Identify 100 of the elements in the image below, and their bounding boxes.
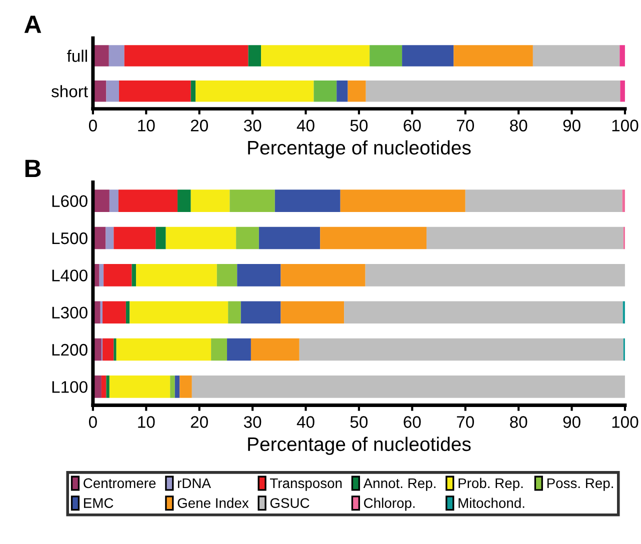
bar (108, 45, 124, 66)
bar (228, 301, 241, 324)
bar (211, 338, 228, 361)
bar (402, 45, 454, 66)
x-tick-label: 100 (612, 120, 638, 132)
bar (114, 226, 156, 250)
bar (370, 45, 402, 66)
y-tick-label: L100 (52, 381, 88, 393)
x-tick-label: 90 (563, 416, 580, 428)
bar (118, 190, 178, 212)
x-tick-label: 70 (456, 416, 474, 428)
bar (106, 376, 110, 398)
bar (106, 226, 114, 250)
bar (101, 376, 106, 398)
bar (192, 376, 625, 398)
x-tick-label: 30 (244, 120, 262, 132)
bar (336, 80, 348, 102)
bar (99, 264, 104, 286)
bar (196, 80, 314, 102)
y-tick-label: L200 (52, 344, 88, 356)
bar (102, 338, 114, 361)
x-tick-label: 20 (190, 416, 208, 428)
legend-label: Prob. Rep. (458, 478, 523, 491)
legend-label: Mitochond. (458, 498, 524, 508)
bar (102, 301, 126, 324)
bar (280, 264, 366, 286)
x-tick-label: 80 (510, 120, 528, 132)
x-tick-label: 50 (350, 120, 368, 132)
x-axis-title: Percentage of nucleotides (248, 436, 471, 455)
bar (114, 338, 116, 361)
y-tick-label: L400 (52, 270, 88, 282)
y-tick-label: L600 (52, 195, 88, 208)
bar (250, 338, 300, 361)
x-tick-label: 60 (404, 416, 421, 428)
bar (620, 80, 625, 102)
legend-label: Centromere (84, 478, 156, 488)
bar (126, 301, 130, 324)
bar (320, 226, 427, 250)
x-tick-label: 20 (190, 120, 208, 132)
bar (190, 80, 196, 102)
bar (130, 301, 228, 324)
bar (119, 80, 191, 102)
bar (365, 264, 625, 286)
bar (92, 190, 110, 212)
y-tick-label: L500 (52, 232, 88, 244)
x-tick-label: 90 (563, 120, 580, 132)
chart-title: B (25, 160, 41, 178)
bar (170, 376, 175, 398)
bar (620, 45, 625, 66)
bar (106, 80, 120, 102)
bar (230, 190, 275, 212)
bar (299, 338, 624, 361)
bar (156, 226, 166, 250)
bar (227, 338, 251, 361)
bar (166, 226, 236, 250)
bar (248, 45, 262, 66)
bar (174, 376, 180, 398)
bar (136, 264, 217, 286)
legend-label: Annot. Rep. (363, 478, 436, 491)
bar (532, 45, 620, 66)
legend-label: Transposon (270, 478, 342, 491)
x-tick-label: 0 (88, 120, 97, 132)
bar (366, 80, 620, 102)
bar (236, 226, 259, 250)
x-tick-label: 40 (296, 120, 314, 132)
x-tick-label: 10 (138, 416, 155, 428)
x-tick-label: 40 (296, 416, 314, 428)
bar (116, 338, 212, 361)
legend-label: rDNA (178, 478, 211, 488)
bar (465, 190, 622, 212)
chart-title: A (24, 16, 42, 33)
bar (124, 45, 248, 66)
bar (180, 376, 192, 398)
bar (109, 376, 170, 398)
bar (280, 301, 344, 324)
bar (258, 226, 320, 250)
x-tick-label: 30 (244, 416, 262, 428)
bar (314, 80, 337, 102)
bar (92, 45, 109, 66)
bar (132, 264, 136, 286)
legend-label: Poss. Rep. (547, 478, 613, 491)
x-tick-label: 0 (88, 416, 97, 428)
x-tick-label: 100 (612, 416, 638, 428)
bar (344, 301, 623, 324)
legend-label: EMC (84, 498, 114, 508)
x-tick-label: 60 (404, 120, 421, 132)
legend-label: Chlorop. (364, 498, 415, 511)
x-axis-title: Percentage of nucleotides (248, 140, 471, 158)
bar (190, 190, 230, 212)
bar (340, 190, 466, 212)
bar (426, 226, 624, 250)
x-tick-label: 80 (510, 416, 528, 428)
bar (261, 45, 370, 66)
x-tick-label: 50 (350, 416, 368, 428)
bar (109, 190, 118, 212)
x-tick-label: 10 (138, 120, 155, 132)
legend-label: Gene Index (178, 498, 249, 508)
bar (216, 264, 238, 286)
x-tick-label: 70 (456, 120, 474, 132)
legend-label: GSUC (270, 498, 310, 508)
